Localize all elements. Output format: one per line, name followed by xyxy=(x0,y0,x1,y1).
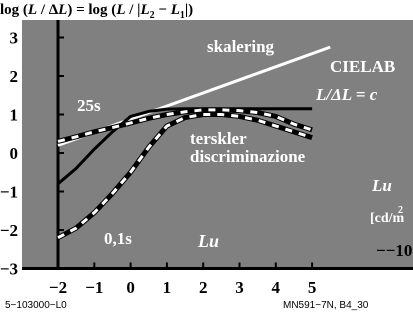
annotation-label: Lu xyxy=(197,231,219,251)
x-tick-label: −1 xyxy=(85,278,103,297)
x-tick-label: 5 xyxy=(308,278,317,297)
annotation-label: −−10 xyxy=(376,241,412,260)
annotation-label: skalering xyxy=(207,37,275,56)
x-tick-label: 1 xyxy=(163,278,172,297)
x-tick-label: −2 xyxy=(49,278,67,297)
y-tick-label: −3 xyxy=(0,260,18,279)
x-axis-label: x = log L xyxy=(337,278,401,297)
footer-right: MN591−7N, B4_30 xyxy=(283,300,369,311)
annotation-label: 0,1s xyxy=(104,229,132,248)
annotation-label: 2 xyxy=(398,205,403,216)
annotation-label: [cd/m xyxy=(370,211,405,226)
annotation-label: Lu xyxy=(371,176,392,195)
annotation-label: L/ΔL = c xyxy=(315,85,378,104)
x-tick-label: 4 xyxy=(272,278,281,297)
annotation-label: terskler xyxy=(190,129,247,148)
x-tick-label: 3 xyxy=(235,278,244,297)
footer-left: 5−103000−L0 xyxy=(5,300,67,311)
y-tick-label: 1 xyxy=(10,106,19,125)
chart-title: log (L / ΔL) = log (L / |L2 − L1|) xyxy=(0,2,194,21)
series-line-dashed-under xyxy=(56,112,313,240)
plot-background xyxy=(22,20,413,268)
chart-plot: −2 −1 0 1 2 3 4 5 3 2 1 0 −1 −2 −3 skalering 25s terskler… xyxy=(0,20,413,297)
annotation-label: 25s xyxy=(77,96,101,115)
y-tick-label: −2 xyxy=(0,221,18,240)
y-tick-label: 0 xyxy=(10,144,19,163)
x-tick-label: 2 xyxy=(199,278,208,297)
y-tick-label: 2 xyxy=(10,67,19,86)
y-tick-label: −1 xyxy=(0,183,18,202)
y-tick-label: 3 xyxy=(10,29,19,48)
x-tick-label: 0 xyxy=(126,278,135,297)
annotation-label: discriminazione xyxy=(190,147,306,166)
annotation-label: CIELAB xyxy=(330,57,395,76)
series-line-black xyxy=(57,107,313,185)
series-line-dashed xyxy=(57,108,313,143)
